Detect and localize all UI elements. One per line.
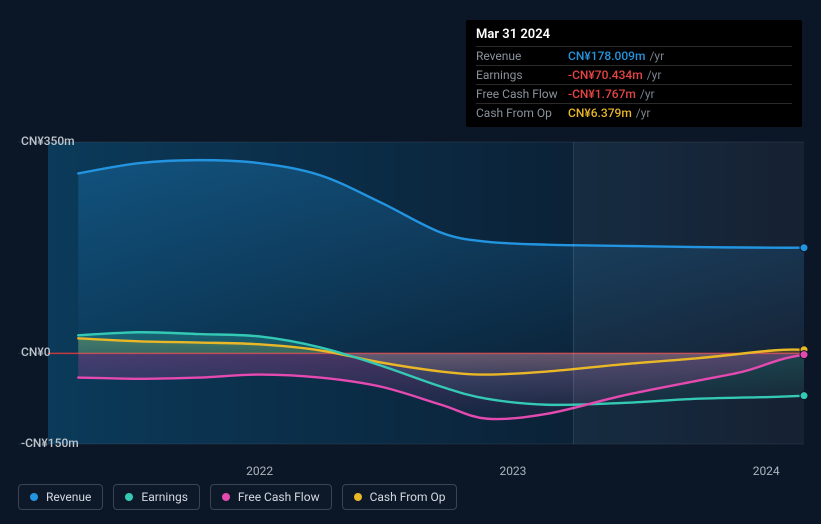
tooltip-row-unit: /yr <box>647 68 662 82</box>
legend-dot-icon <box>354 493 362 501</box>
legend-item-cash-from-op[interactable]: Cash From Op <box>342 484 458 510</box>
tooltip-rows: RevenueCN¥178.009m/yrEarnings-CN¥70.434m… <box>476 46 792 122</box>
tooltip-row: Earnings-CN¥70.434m/yr <box>476 65 792 84</box>
tooltip-row-label: Revenue <box>476 49 568 63</box>
tooltip-row-value: -CN¥1.767m <box>568 87 636 101</box>
chart: Past CN¥350mCN¥0-CN¥150m 202220232024 <box>18 124 804 464</box>
tooltip-row-unit: /yr <box>649 49 664 63</box>
x-axis-label: 2024 <box>753 464 780 478</box>
series-end-marker <box>800 392 808 400</box>
series-end-marker <box>800 244 808 252</box>
x-axis-label: 2022 <box>246 464 273 478</box>
legend-label: Revenue <box>46 490 91 504</box>
chart-tooltip: Mar 31 2024 RevenueCN¥178.009m/yrEarning… <box>466 20 802 127</box>
legend-item-earnings[interactable]: Earnings <box>113 484 200 510</box>
legend-label: Cash From Op <box>370 490 446 504</box>
legend: Revenue Earnings Free Cash Flow Cash From O… <box>18 484 457 510</box>
tooltip-row-label: Cash From Op <box>476 106 568 120</box>
legend-label: Earnings <box>141 490 188 504</box>
chart-plot-svg <box>18 142 804 444</box>
legend-dot-icon <box>125 493 133 501</box>
legend-item-revenue[interactable]: Revenue <box>18 484 103 510</box>
tooltip-row-label: Free Cash Flow <box>476 87 568 101</box>
y-axis-label: CN¥350m <box>21 134 75 148</box>
tooltip-date: Mar 31 2024 <box>476 27 792 42</box>
legend-label: Free Cash Flow <box>238 490 320 504</box>
legend-item-free-cash-flow[interactable]: Free Cash Flow <box>210 484 332 510</box>
legend-dot-icon <box>222 493 230 501</box>
y-axis-label: -CN¥150m <box>21 436 79 450</box>
tooltip-row-value: CN¥6.379m <box>568 106 632 120</box>
tooltip-row-value: -CN¥70.434m <box>568 68 643 82</box>
tooltip-row: Cash From OpCN¥6.379m/yr <box>476 103 792 122</box>
legend-dot-icon <box>30 493 38 501</box>
tooltip-row: Free Cash Flow-CN¥1.767m/yr <box>476 84 792 103</box>
tooltip-row-unit: /yr <box>640 87 655 101</box>
series-end-marker <box>800 351 808 359</box>
y-axis-label: CN¥0 <box>21 345 51 359</box>
tooltip-row-unit: /yr <box>636 106 651 120</box>
tooltip-row-value: CN¥178.009m <box>568 49 645 63</box>
x-axis-label: 2023 <box>499 464 526 478</box>
tooltip-row-label: Earnings <box>476 68 568 82</box>
tooltip-row: RevenueCN¥178.009m/yr <box>476 46 792 65</box>
